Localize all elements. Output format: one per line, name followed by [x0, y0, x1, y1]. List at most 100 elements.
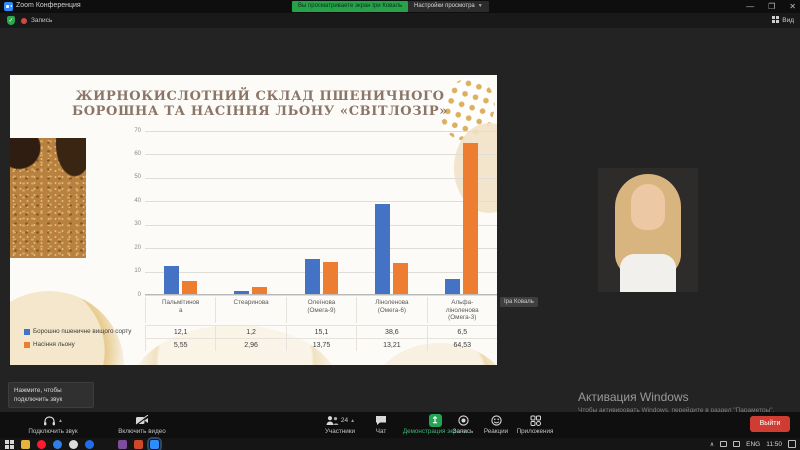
participant-face [631, 184, 665, 230]
gridline [145, 271, 497, 273]
camera-off-icon [135, 415, 149, 426]
bar-flour-0 [163, 265, 179, 294]
close-button[interactable]: ✕ [789, 2, 796, 11]
language-indicator[interactable]: ENG [746, 440, 761, 448]
slide-title: ЖИРНОКИСЛОТНИЙ СКЛАД ПШЕНИЧНОГО БОРОШНА … [72, 89, 448, 119]
participants-button[interactable]: 24 ▲ Участники [324, 416, 356, 435]
viewing-screen-banner: Вы просматриваете экран Іри Коваль [292, 1, 409, 12]
windows-start-icon[interactable] [5, 439, 14, 449]
y-axis-tick-label: 10 [134, 268, 141, 275]
participant-body [620, 254, 676, 292]
chevron-up-icon[interactable]: ▲ [350, 417, 356, 424]
participants-icon [326, 416, 339, 425]
zoom-app-icon [4, 2, 13, 11]
bar-flour-2 [304, 258, 320, 294]
taskbar-app-explorer[interactable] [21, 439, 30, 449]
keyboard-icon[interactable] [720, 441, 728, 447]
y-axis-tick-label: 20 [134, 244, 141, 251]
taskbar-app-edge[interactable] [85, 439, 94, 449]
taskbar-app-powerpoint[interactable] [134, 439, 143, 449]
category-label: Альфа-ліноленова (Омега-3) [426, 297, 497, 323]
taskbar-app-browser-blue[interactable] [53, 439, 62, 449]
chart-values-row-flax: 5,55 2,96 13,75 13,21 64,53 [145, 338, 497, 351]
chevron-down-icon: ▼ [477, 3, 483, 9]
taskbar-app-app-light[interactable] [69, 439, 78, 449]
gridline [145, 224, 497, 226]
category-label: Ліноленова (Омега-6) [356, 297, 426, 323]
shared-screen-slide: ЖИРНОКИСЛОТНИЙ СКЛАД ПШЕНИЧНОГО БОРОШНА … [10, 75, 497, 365]
bar-flour-3 [374, 203, 390, 294]
legend-item-flour: Борошно пшеничне вищого сорту [24, 325, 144, 338]
join-audio-tooltip: Нажмите, чтобы подключить звук [8, 382, 94, 408]
clock[interactable]: 11:50 [766, 440, 782, 448]
window-title: Zoom Конференция [16, 2, 81, 9]
security-shield-icon[interactable] [7, 16, 15, 25]
gridline [145, 154, 497, 156]
bar-flax-3 [392, 263, 408, 294]
apps-grid-icon [530, 415, 541, 426]
taskbar-app-viber[interactable] [118, 439, 127, 449]
taskbar-app-zoom-active[interactable] [147, 436, 162, 450]
gridline [145, 295, 497, 296]
value-cell: 2,96 [215, 339, 285, 351]
tray-chevron-icon[interactable]: ∧ [709, 441, 715, 448]
value-cell: 13,21 [356, 339, 426, 351]
gridline [145, 131, 497, 132]
share-screen-icon: ↥ [428, 414, 442, 427]
chart-category-row: Пальмітинов а Стеаринова Олеїнова (Омега-9) Л… [145, 297, 497, 323]
gridline [145, 248, 497, 250]
maximize-button[interactable]: ❐ [768, 2, 776, 11]
value-cell: 6,5 [426, 326, 497, 338]
value-cell: 38,6 [356, 326, 426, 338]
recording-icon [21, 18, 27, 24]
chat-icon [376, 416, 386, 425]
bar-chart-plot: 0 10 20 30 40 50 60 70 [134, 128, 497, 298]
value-cell: 1,2 [215, 326, 285, 338]
y-axis-tick-label: 70 [134, 127, 141, 134]
minimize-button[interactable]: — [746, 2, 755, 11]
chat-button[interactable]: Чат [368, 414, 394, 435]
y-axis-tick-label: 50 [134, 174, 141, 181]
gridline [145, 201, 497, 203]
flax-seeds-photo [10, 138, 86, 258]
taskbar-app-opera[interactable] [37, 439, 46, 449]
join-audio-button[interactable]: ▲ Подключить звук [10, 414, 96, 435]
speaker-icon[interactable] [733, 441, 741, 447]
bar-flour-4 [445, 278, 461, 294]
y-axis-tick-label: 60 [134, 150, 141, 157]
legend-swatch-blue [24, 328, 30, 335]
view-button[interactable]: Вид [772, 16, 794, 24]
view-settings-button[interactable]: Настройки просмотра ▼ [408, 1, 489, 12]
bar-flax-1 [252, 287, 268, 294]
legend-swatch-orange [24, 341, 30, 348]
recording-label: Запись [31, 17, 53, 24]
y-axis-tick-label: 30 [134, 221, 141, 228]
system-tray: ∧ ENG 11:50 [710, 438, 796, 450]
presenter-name-tag: Іра Коваль [500, 297, 538, 307]
windows-activation-watermark: Активация Windows Чтобы активировать Win… [578, 390, 775, 414]
meeting-toolbar: ▲ Подключить звук Включить видео 24 ▲ Уча… [0, 412, 800, 438]
participant-video[interactable] [598, 168, 698, 292]
value-cell: 5,55 [145, 339, 215, 351]
grid-view-icon [772, 16, 780, 23]
apps-button[interactable]: Приложения [512, 414, 558, 435]
y-axis-tick-label: 40 [134, 197, 141, 204]
windows-taskbar: ∧ ENG 11:50 [0, 436, 800, 450]
start-video-button[interactable]: Включить видео [100, 414, 184, 435]
bar-flax-0 [181, 281, 197, 294]
chart-values-row-flour: 12,1 1,2 15,1 38,6 6,5 [145, 325, 497, 338]
share-screen-button[interactable]: ↥ Демонстрация экрана [402, 414, 468, 435]
gridline [145, 177, 497, 179]
value-cell: 13,75 [285, 339, 356, 351]
category-label: Стеаринова [215, 297, 285, 323]
reactions-button[interactable]: Реакции [478, 414, 514, 435]
value-cell: 12,1 [145, 326, 215, 338]
chevron-up-icon[interactable]: ▲ [58, 417, 63, 424]
window-titlebar: Zoom Конференция Вы просматриваете экран… [0, 0, 800, 13]
bar-flour-1 [234, 291, 250, 294]
category-label: Пальмітинов а [145, 297, 215, 323]
value-cell: 64,53 [426, 339, 497, 351]
notification-center-icon[interactable] [788, 440, 796, 448]
leave-meeting-button[interactable]: Выйти [750, 416, 790, 432]
record-button[interactable]: Запись [446, 414, 480, 435]
